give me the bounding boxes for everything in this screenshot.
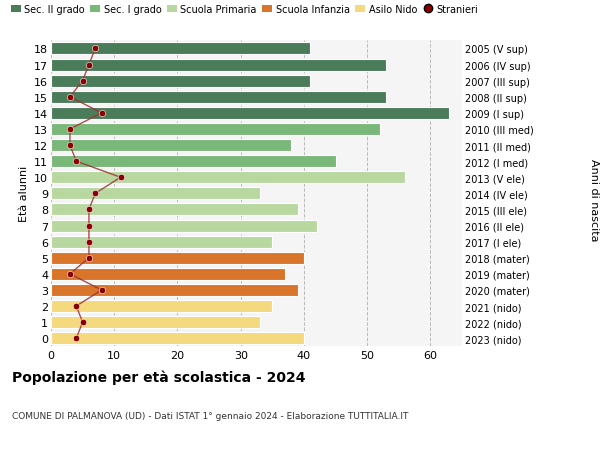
- Bar: [51, 236, 272, 248]
- Bar: [51, 300, 272, 313]
- Bar: [51, 156, 335, 168]
- Bar: [51, 172, 405, 184]
- Point: [78, 319, 88, 326]
- Bar: [51, 140, 291, 152]
- Text: Anni di nascita: Anni di nascita: [589, 158, 599, 241]
- Point: [65, 270, 75, 278]
- Point: [97, 286, 106, 294]
- Point: [71, 158, 81, 165]
- Bar: [51, 268, 285, 280]
- Point: [71, 303, 81, 310]
- Bar: [51, 107, 449, 120]
- Bar: [51, 188, 260, 200]
- Point: [84, 62, 94, 69]
- Point: [78, 78, 88, 85]
- Bar: [51, 332, 304, 345]
- Point: [71, 335, 81, 342]
- Point: [97, 110, 106, 117]
- Bar: [51, 123, 380, 136]
- Text: COMUNE DI PALMANOVA (UD) - Dati ISTAT 1° gennaio 2024 - Elaborazione TUTTITALIA.: COMUNE DI PALMANOVA (UD) - Dati ISTAT 1°…: [12, 411, 409, 420]
- Bar: [51, 91, 386, 104]
- Point: [91, 45, 100, 53]
- Point: [116, 174, 125, 181]
- Legend: Sec. II grado, Sec. I grado, Scuola Primaria, Scuola Infanzia, Asilo Nido, Stran: Sec. II grado, Sec. I grado, Scuola Prim…: [11, 5, 478, 15]
- Bar: [51, 75, 310, 88]
- Point: [84, 254, 94, 262]
- Point: [65, 142, 75, 149]
- Point: [84, 238, 94, 246]
- Text: Popolazione per età scolastica - 2024: Popolazione per età scolastica - 2024: [12, 369, 305, 384]
- Point: [84, 222, 94, 230]
- Bar: [51, 316, 260, 329]
- Point: [65, 126, 75, 133]
- Bar: [51, 220, 317, 232]
- Bar: [51, 43, 310, 56]
- Point: [91, 190, 100, 197]
- Y-axis label: Età alunni: Età alunni: [19, 166, 29, 222]
- Point: [65, 94, 75, 101]
- Point: [84, 206, 94, 213]
- Bar: [51, 204, 298, 216]
- Bar: [51, 284, 298, 297]
- Bar: [51, 252, 304, 264]
- Bar: [51, 59, 386, 72]
